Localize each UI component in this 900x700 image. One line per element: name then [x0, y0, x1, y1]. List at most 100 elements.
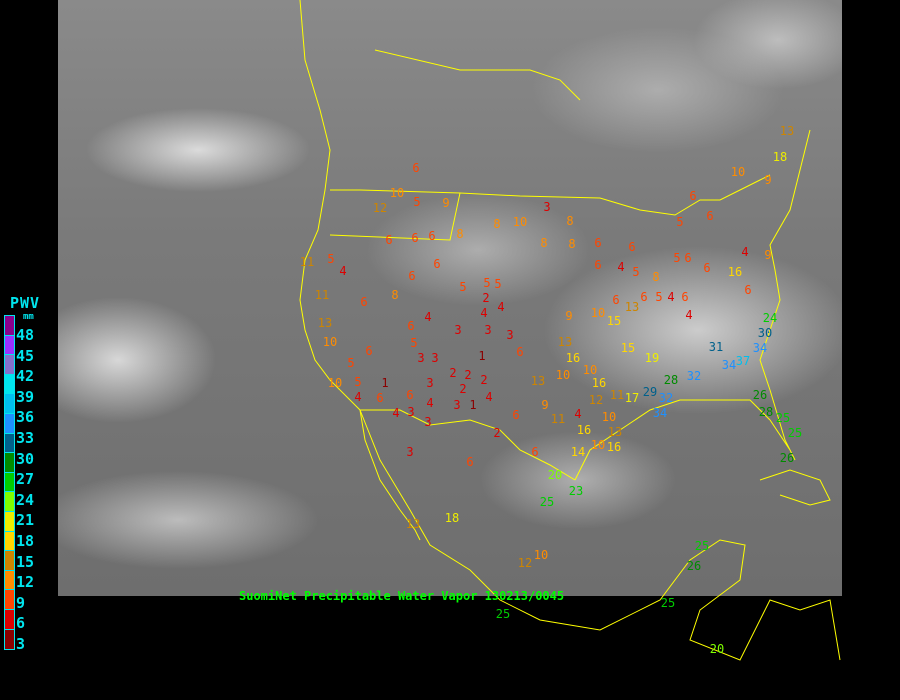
station-pwv-value: 3 [431, 351, 439, 365]
station-pwv-value: 31 [708, 340, 724, 354]
legend-label: 3 [16, 635, 26, 653]
station-pwv-value: 14 [570, 445, 586, 459]
station-pwv-value: 6 [684, 251, 692, 265]
station-pwv-value: 23 [568, 484, 584, 498]
legend-swatch [5, 413, 14, 434]
station-pwv-value: 10 [601, 410, 617, 424]
station-pwv-value: 18 [444, 511, 460, 525]
east-coast [759, 129, 811, 391]
station-pwv-value: 8 [493, 217, 501, 231]
station-pwv-value: 28 [663, 373, 679, 387]
legend-swatch [5, 531, 14, 552]
legend-swatch [5, 570, 14, 591]
legend-label: 6 [16, 614, 26, 633]
station-pwv-value: 6 [365, 344, 373, 358]
station-pwv-value: 13 [607, 425, 623, 439]
station-pwv-value: 20 [547, 468, 563, 482]
station-pwv-value: 24 [762, 311, 778, 325]
state-lines-1 [329, 192, 461, 241]
us-canada-border [330, 174, 771, 216]
station-pwv-value: 10 [512, 215, 528, 229]
baja-california [359, 409, 421, 541]
station-pwv-value: 34 [721, 358, 737, 372]
station-pwv-value: 16 [576, 423, 592, 437]
station-pwv-value: 12 [588, 393, 604, 407]
legend-swatch [5, 629, 14, 650]
station-pwv-value: 5 [354, 375, 362, 389]
station-pwv-value: 6 [407, 319, 415, 333]
station-pwv-value: 20 [709, 642, 725, 656]
station-pwv-value: 6 [744, 283, 752, 297]
station-pwv-value: 13 [530, 374, 546, 388]
station-pwv-value: 6 [706, 209, 714, 223]
station-pwv-value: 6 [406, 388, 414, 402]
station-pwv-value: 4 [426, 396, 434, 410]
station-pwv-value: 3 [543, 200, 551, 214]
station-pwv-value: 6 [628, 240, 636, 254]
station-pwv-value: 3 [506, 328, 514, 342]
station-pwv-value: 4 [741, 245, 749, 259]
station-pwv-value: 6 [689, 189, 697, 203]
station-pwv-value: 6 [612, 293, 620, 307]
station-pwv-value: 25 [539, 495, 555, 509]
station-pwv-value: 10 [533, 548, 549, 562]
legend-label: 33 [16, 429, 35, 447]
station-pwv-value: 3 [407, 405, 415, 419]
station-pwv-value: 25 [660, 596, 676, 610]
station-pwv-value: 8 [566, 214, 574, 228]
station-pwv-value: 10 [590, 306, 606, 320]
station-pwv-value: 9 [541, 398, 549, 412]
legend-label: 24 [16, 490, 35, 509]
station-pwv-value: 13 [317, 316, 333, 330]
station-pwv-value: 2 [459, 382, 467, 396]
legend-swatch [5, 335, 14, 356]
station-pwv-value: 6 [428, 229, 436, 243]
station-pwv-value: 28 [758, 405, 774, 419]
station-pwv-value: 6 [640, 290, 648, 304]
station-pwv-value: 3 [417, 351, 425, 365]
station-pwv-value: 32 [658, 391, 674, 405]
station-pwv-value: 25 [787, 426, 803, 440]
station-pwv-value: 17 [624, 391, 640, 405]
station-pwv-value: 6 [681, 290, 689, 304]
legend-swatch [5, 433, 14, 454]
legend-swatch [5, 453, 14, 473]
legend-label: 30 [16, 449, 35, 468]
legend-swatch [5, 316, 14, 336]
station-pwv-value: 2 [464, 368, 472, 382]
station-pwv-value: 10 [327, 376, 343, 390]
station-pwv-value: 16 [565, 351, 581, 365]
legend-swatch [5, 511, 14, 532]
station-pwv-value: 6 [703, 261, 711, 275]
station-pwv-value: 3 [424, 415, 432, 429]
station-pwv-value: 4 [392, 406, 400, 420]
station-pwv-value: 6 [411, 231, 419, 245]
station-pwv-value: 5 [459, 280, 467, 294]
legend-swatch [5, 609, 14, 630]
station-pwv-value: 6 [360, 295, 368, 309]
station-pwv-value: 5 [632, 265, 640, 279]
station-pwv-value: 3 [406, 445, 414, 459]
station-pwv-value: 5 [494, 277, 502, 291]
station-pwv-value: 8 [540, 236, 548, 250]
station-pwv-value: 2 [493, 426, 501, 440]
station-pwv-value: 1 [381, 376, 389, 390]
station-pwv-value: 2 [482, 291, 490, 305]
station-pwv-value: 8 [568, 237, 576, 251]
station-pwv-value: 1 [478, 349, 486, 363]
station-pwv-value: 5 [410, 336, 418, 350]
station-pwv-value: 12 [517, 556, 533, 570]
station-pwv-value: 10 [582, 363, 598, 377]
legend-label: 36 [16, 408, 35, 427]
station-pwv-value: 4 [339, 264, 347, 278]
station-pwv-value: 3 [454, 323, 462, 337]
station-pwv-value: 16 [591, 376, 607, 390]
legend-label: 45 [16, 346, 35, 365]
station-pwv-value: 4 [354, 390, 362, 404]
station-pwv-value: 13 [779, 124, 795, 138]
legend-label: 12 [16, 573, 35, 592]
station-pwv-value: 8 [456, 227, 464, 241]
station-pwv-value: 12 [372, 201, 388, 215]
legend-swatch [5, 355, 14, 375]
